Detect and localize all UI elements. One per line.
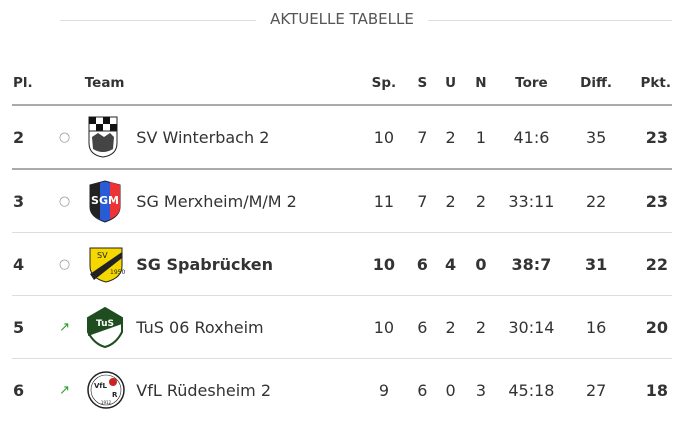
- draws: 2: [436, 296, 464, 359]
- team-logo: TuS: [85, 296, 136, 359]
- losses: 0: [465, 233, 497, 296]
- points: 23: [626, 169, 672, 233]
- goals: 38:7: [497, 233, 566, 296]
- neutral-circle-icon: ○: [44, 105, 84, 169]
- col-n: N: [465, 62, 497, 105]
- col-team: Team: [85, 62, 360, 105]
- losses: 3: [465, 359, 497, 421]
- points: 23: [626, 105, 672, 169]
- standings-table: Pl. Team Sp. S U N Tore Diff. Pkt. 2 ○ S…: [12, 62, 672, 421]
- team-name[interactable]: SG Merxheim/M/M 2: [135, 169, 359, 233]
- col-pl: Pl.: [12, 62, 44, 105]
- col-diff: Diff.: [566, 62, 627, 105]
- goals: 30:14: [497, 296, 566, 359]
- games: 11: [360, 169, 409, 233]
- points: 18: [626, 359, 672, 421]
- games: 10: [360, 296, 409, 359]
- losses: 2: [465, 169, 497, 233]
- team-logo: [85, 105, 136, 169]
- svg-text:R: R: [112, 391, 118, 399]
- col-tore: Tore: [497, 62, 566, 105]
- col-u: U: [436, 62, 464, 105]
- draws: 4: [436, 233, 464, 296]
- table-row[interactable]: 4 ○ SV 1950 SG Spabrücken 10 6 4 0 38:7 3…: [12, 233, 672, 296]
- team-logo: SV 1950: [85, 233, 136, 296]
- goals: 41:6: [497, 105, 566, 169]
- draws: 2: [436, 169, 464, 233]
- position: 2: [12, 105, 44, 169]
- table-row[interactable]: 3 ○ SGM SG Merxheim/M/M 2 11 7 2 2 33:11…: [12, 169, 672, 233]
- goal-diff: 16: [566, 296, 627, 359]
- team-name[interactable]: SG Spabrücken: [135, 233, 359, 296]
- svg-text:SV: SV: [97, 251, 108, 260]
- points: 22: [626, 233, 672, 296]
- position: 3: [12, 169, 44, 233]
- col-sp: Sp.: [360, 62, 409, 105]
- goal-diff: 35: [566, 105, 627, 169]
- games: 10: [360, 105, 409, 169]
- svg-text:VfL: VfL: [94, 382, 107, 390]
- col-s: S: [408, 62, 436, 105]
- table-row[interactable]: 5 ↗ TuS TuS 06 Roxheim 10 6 2 2 30:14 16…: [12, 296, 672, 359]
- team-name[interactable]: TuS 06 Roxheim: [135, 296, 359, 359]
- svg-text:1912: 1912: [101, 400, 112, 405]
- position: 4: [12, 233, 44, 296]
- position: 5: [12, 296, 44, 359]
- wins: 7: [408, 169, 436, 233]
- arrow-up-right-icon: ↗: [44, 359, 84, 421]
- points: 20: [626, 296, 672, 359]
- goal-diff: 22: [566, 169, 627, 233]
- svg-text:TuS: TuS: [96, 319, 114, 329]
- svg-text:1950: 1950: [110, 269, 125, 276]
- col-pkt: Pkt.: [626, 62, 672, 105]
- section-title: AKTUELLE TABELLE: [0, 10, 684, 28]
- draws: 2: [436, 105, 464, 169]
- wins: 7: [408, 105, 436, 169]
- goal-diff: 31: [566, 233, 627, 296]
- position: 6: [12, 359, 44, 421]
- wins: 6: [408, 233, 436, 296]
- team-logo: SGM: [85, 169, 136, 233]
- goals: 33:11: [497, 169, 566, 233]
- neutral-circle-icon: ○: [44, 169, 84, 233]
- team-name[interactable]: SV Winterbach 2: [135, 105, 359, 169]
- goal-diff: 27: [566, 359, 627, 421]
- svg-text:SGM: SGM: [91, 194, 119, 207]
- losses: 2: [465, 296, 497, 359]
- wins: 6: [408, 296, 436, 359]
- draws: 0: [436, 359, 464, 421]
- games: 9: [360, 359, 409, 421]
- team-name[interactable]: VfL Rüdesheim 2: [135, 359, 359, 421]
- table-row[interactable]: 2 ○ SV Winterbach 2 10 7 2 1 41:6 35 23: [12, 105, 672, 169]
- arrow-up-right-icon: ↗: [44, 296, 84, 359]
- table-header: Pl. Team Sp. S U N Tore Diff. Pkt.: [12, 62, 672, 105]
- goals: 45:18: [497, 359, 566, 421]
- losses: 1: [465, 105, 497, 169]
- wins: 6: [408, 359, 436, 421]
- neutral-circle-icon: ○: [44, 233, 84, 296]
- games: 10: [360, 233, 409, 296]
